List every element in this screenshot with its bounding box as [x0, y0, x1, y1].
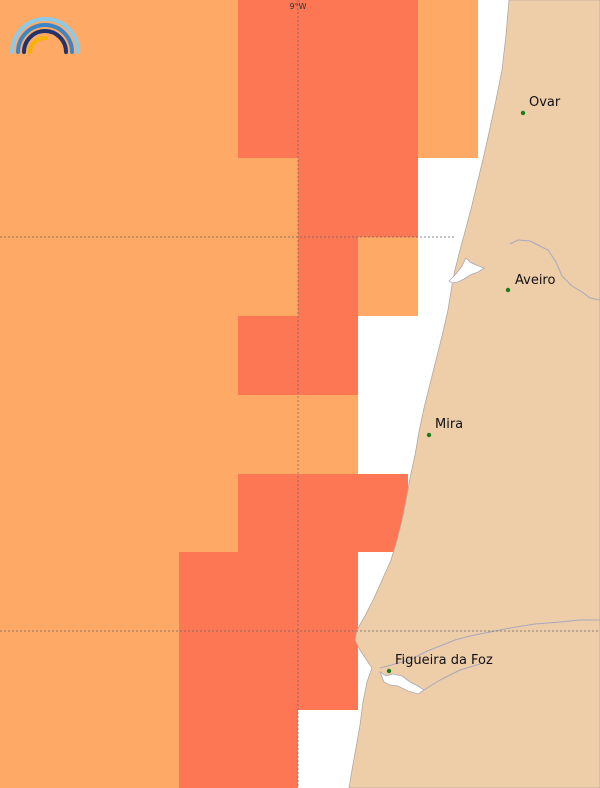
town-marker-mira[interactable] [426, 432, 432, 438]
land-mass [348, 0, 600, 788]
zone-cell [298, 237, 358, 316]
town-label-figueira-da-foz: Figueira da Foz [395, 653, 493, 668]
zone-cell [418, 0, 478, 158]
meridian-label: 9°W [290, 2, 307, 11]
zone-cell [179, 710, 298, 788]
town-marker-figueira-da-foz[interactable] [386, 668, 392, 674]
town-marker-ovar[interactable] [520, 110, 526, 116]
zone-cell [298, 395, 358, 474]
zone-cell [238, 316, 358, 395]
town-label-aveiro: Aveiro [515, 273, 555, 288]
town-label-ovar: Ovar [529, 95, 561, 110]
zone-cell [179, 631, 358, 710]
town-marker-aveiro[interactable] [505, 287, 511, 293]
lagoon-aveiro [448, 257, 485, 284]
towns: Ovar Aveiro Mira Figueira da Foz [386, 95, 561, 674]
zone-cell [238, 0, 418, 158]
town-label-mira: Mira [435, 417, 463, 432]
river-lines [379, 239, 600, 691]
zone-cell [238, 474, 408, 552]
rainbow-arcs-icon [10, 17, 80, 54]
zone-cell [298, 158, 418, 237]
zone-cell [179, 552, 358, 631]
